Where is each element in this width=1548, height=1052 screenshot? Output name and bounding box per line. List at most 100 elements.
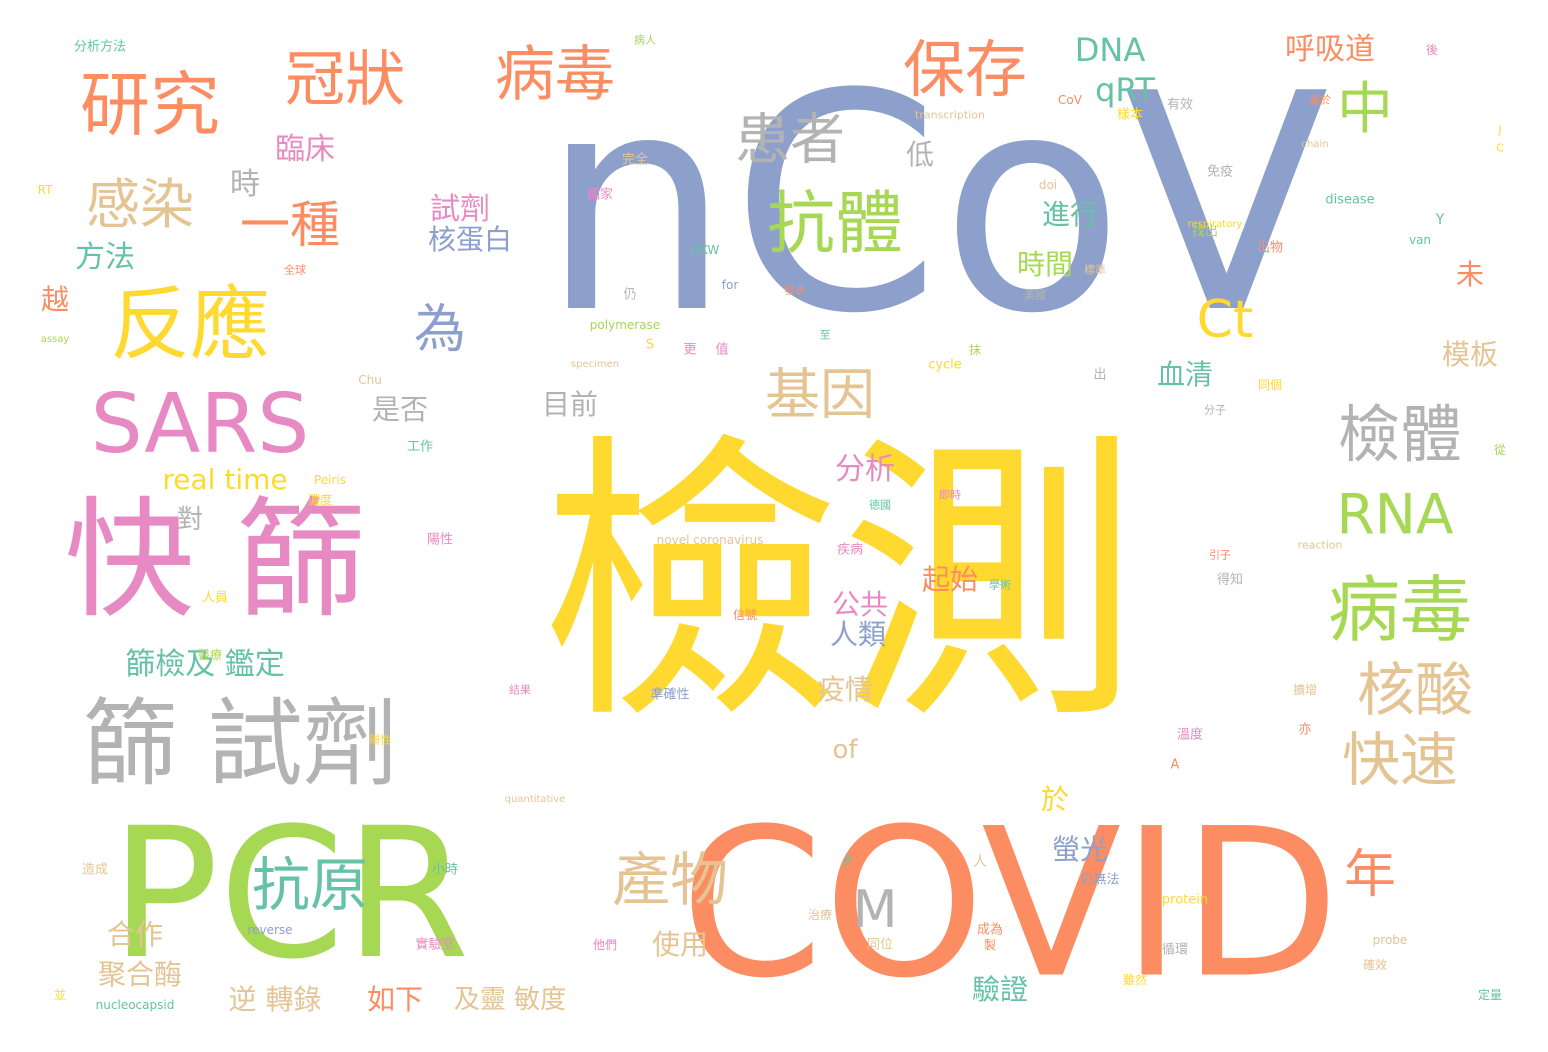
cloud-word: 發表 [784, 283, 806, 297]
cloud-word: 疾病 [836, 542, 864, 558]
cloud-word: 試劑 [430, 192, 490, 227]
cloud-word: novel coronavirus [656, 533, 764, 547]
cloud-word: 循環 [1161, 942, 1189, 958]
cloud-word: 篩 試劑 [82, 689, 398, 800]
cloud-word: 模板 [1441, 338, 1499, 371]
cloud-word: 同個 [1257, 378, 1283, 392]
cloud-word: 目前 [541, 388, 599, 421]
cloud-word: 仍 [623, 287, 637, 303]
cloud-word: 從 [1493, 443, 1507, 457]
cloud-word: 仍無法 [1080, 872, 1120, 888]
cloud-word: 逆 轉錄 [228, 983, 322, 1016]
cloud-word: 出物 [1256, 240, 1284, 256]
cloud-word: 產物 [611, 846, 729, 914]
cloud-word: disease [1325, 192, 1375, 208]
cloud-word: 研究 [80, 64, 220, 146]
cloud-word: van [1408, 233, 1432, 247]
cloud-word: Chu [358, 373, 382, 387]
cloud-word: 對 [176, 505, 204, 535]
cloud-word: 人 [973, 854, 987, 870]
cloud-word: 於 [1040, 783, 1070, 816]
cloud-word: 同位 [866, 937, 894, 953]
cloud-word: respiratory [1187, 219, 1243, 230]
cloud-word: 方法 [75, 240, 135, 275]
cloud-word: 患者 [734, 107, 846, 172]
cloud-word: 標準 [1084, 263, 1106, 277]
cloud-word: 基於 [1309, 93, 1331, 107]
cloud-word: SARS [90, 377, 310, 472]
cloud-word: COVID [680, 785, 1340, 1024]
cloud-word: 成為 [976, 922, 1004, 938]
cloud-word: 病毒 [1327, 568, 1473, 652]
cloud-word: S [645, 337, 655, 353]
cloud-word: 實驗室 [415, 937, 455, 953]
cloud-word: 德國 [869, 498, 891, 512]
cloud-word: 及靈 敏度 [453, 985, 567, 1015]
cloud-word: 得知 [1216, 572, 1244, 588]
cloud-word: 值 [715, 342, 729, 358]
cloud-word: RNA [1336, 482, 1454, 547]
cloud-word: 小時 [431, 862, 459, 878]
cloud-word: DNA [1074, 31, 1146, 69]
cloud-word: protein [1161, 892, 1209, 908]
cloud-word: 溫度 [1176, 727, 1204, 743]
cloud-word: 抹 [968, 343, 982, 357]
cloud-word: 國家 [586, 187, 614, 203]
cloud-word: PCR [110, 790, 470, 999]
cloud-word: 信號 [732, 608, 758, 622]
cloud-word: for [721, 278, 739, 292]
cloud-word: 疫情 [816, 673, 874, 706]
cloud-word: 未 [1455, 258, 1485, 291]
cloud-word: 越 [40, 283, 70, 316]
cloud-word: A [1170, 757, 1180, 773]
cloud-word: 濃度 [307, 493, 333, 507]
cloud-word: 至 [819, 328, 831, 342]
cloud-word: 使用 [651, 928, 709, 961]
cloud-word: 臨床 [275, 132, 335, 167]
cloud-word: reaction [1297, 538, 1343, 552]
cloud-word: 病毒 [495, 40, 615, 110]
cloud-word: transcription [915, 108, 985, 122]
cloud-word: DKW [690, 243, 720, 257]
cloud-word: 中 [1337, 77, 1393, 142]
cloud-word: 檢測 [540, 410, 1140, 759]
cloud-word: of [832, 735, 858, 765]
cloud-word: qRT [1095, 71, 1155, 109]
cloud-word: 有效 [1166, 97, 1194, 113]
cloud-word: 引子 [1209, 548, 1231, 562]
cloud-word: 公共 [831, 588, 889, 621]
cloud-word: 合作 [106, 918, 164, 951]
cloud-word: 分析 [835, 452, 895, 487]
cloud-word: nucleocapsid [95, 998, 175, 1012]
cloud-word: 核酸 [1356, 656, 1474, 724]
cloud-word: real time [162, 463, 288, 496]
cloud-word: polymerase [589, 318, 661, 332]
cloud-word: 製 [983, 938, 997, 952]
cloud-word: 保存 [902, 33, 1028, 106]
cloud-word: 找出 [1191, 224, 1219, 240]
cloud-word: 抗體 [766, 185, 904, 264]
cloud-word: C [1496, 141, 1504, 155]
cloud-word: 低 [905, 138, 935, 171]
cloud-word: CoV [1058, 93, 1082, 107]
cloud-word: 他們 [592, 938, 618, 952]
cloud-word: cycle [928, 357, 962, 373]
cloud-word: 螢光 [1051, 833, 1109, 866]
cloud-word: 抗原 [251, 851, 369, 919]
cloud-word: 一種 [240, 196, 340, 254]
cloud-word: 全球 [284, 263, 306, 277]
cloud-word: P [843, 854, 853, 870]
cloud-word: chain [1301, 139, 1329, 150]
cloud-word: 快速 [1341, 726, 1459, 794]
cloud-word: 時 [230, 167, 260, 202]
cloud-word: 治療 [807, 908, 833, 922]
cloud-word: 分子 [1204, 403, 1226, 417]
cloud-word: 定量 [1477, 988, 1503, 1002]
cloud-word: specimen [570, 359, 620, 370]
cloud-word: 美國 [1024, 288, 1046, 302]
cloud-word: quantitative [504, 794, 566, 805]
cloud-word: 分析方法 [73, 39, 127, 55]
cloud-word: 血清 [1156, 358, 1214, 391]
cloud-word: 快 篩 [64, 484, 366, 636]
cloud-word: 醫療 [197, 648, 223, 662]
